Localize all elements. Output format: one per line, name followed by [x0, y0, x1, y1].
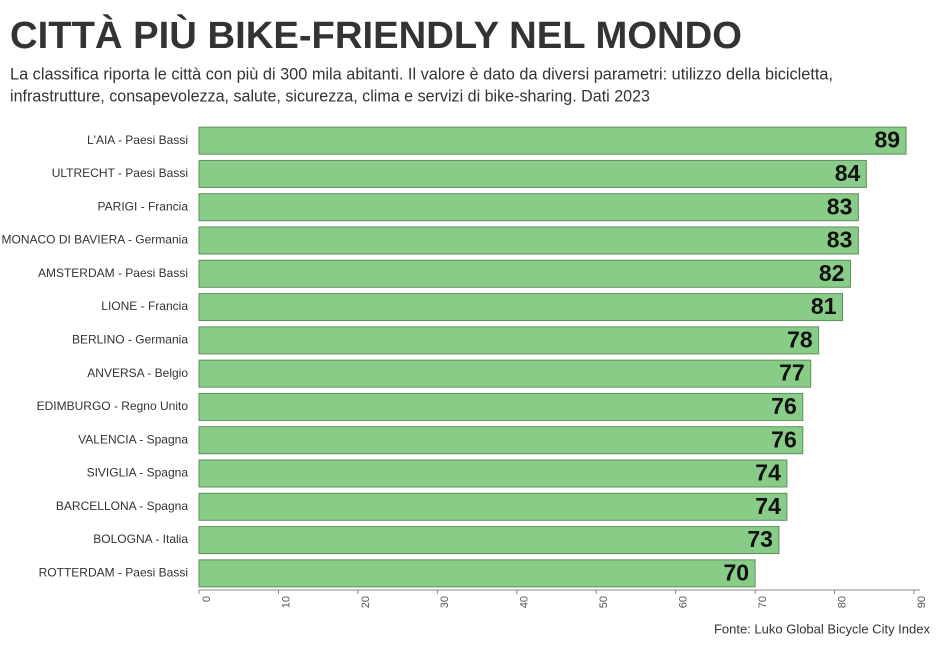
- chart-subtitle: infrastrutture, consapevolezza, salute, …: [10, 86, 650, 105]
- y-tick-label: LIONE - Francia: [101, 299, 188, 313]
- x-tick-label: 90: [916, 596, 928, 608]
- bar: [198, 226, 859, 255]
- value-label: 70: [724, 559, 750, 585]
- bar: [198, 259, 851, 288]
- source: Fonte: Luko Global Bicycle City Index: [714, 621, 931, 636]
- value-label: 77: [779, 360, 805, 386]
- x-tick-label: 70: [757, 596, 769, 608]
- bar: [198, 492, 788, 521]
- value-label: 73: [747, 526, 773, 552]
- y-tick-label: L'AIA - Paesi Bassi: [87, 133, 188, 147]
- y-tick-label: SIVIGLIA - Spagna: [87, 466, 189, 480]
- value-label: 74: [755, 460, 781, 486]
- y-tick-label: ROTTERDAM - Paesi Bassi: [39, 566, 188, 580]
- bar: [198, 426, 804, 455]
- value-label: 78: [787, 326, 813, 352]
- x-tick-label: 60: [678, 596, 690, 608]
- value-label: 83: [827, 193, 853, 219]
- x-tick-label: 30: [439, 596, 451, 608]
- value-label: 74: [755, 493, 781, 519]
- x-tick-label: 10: [280, 596, 292, 608]
- bar: [198, 559, 756, 588]
- bar: [198, 159, 867, 188]
- y-tick-label: EDIMBURGO - Regno Unito: [37, 399, 189, 413]
- value-label: 76: [771, 426, 797, 452]
- y-tick-label: ULTRECHT - Paesi Bassi: [52, 166, 188, 180]
- value-label: 82: [819, 260, 845, 286]
- value-label: 89: [874, 127, 900, 153]
- value-label: 81: [811, 293, 837, 319]
- y-tick-label: ANVERSA - Belgio: [87, 366, 188, 380]
- x-tick-label: 20: [360, 596, 372, 608]
- value-label: 84: [835, 160, 861, 186]
- chart-subtitle: La classifica riporta le città con più d…: [10, 64, 833, 83]
- y-tick-label: VALENCIA - Spagna: [78, 432, 188, 446]
- bar: [198, 326, 820, 355]
- bar: [198, 126, 907, 155]
- y-tick-label: BERLINO - Germania: [72, 333, 188, 347]
- x-tick-label: 50: [598, 596, 610, 608]
- value-label: 83: [827, 227, 853, 253]
- x-tick-label: 0: [201, 596, 213, 602]
- bar: [198, 193, 859, 222]
- y-tick-label: PARIGI - Francia: [98, 199, 189, 213]
- x-tick-label: 80: [836, 596, 848, 608]
- bar: [198, 359, 812, 388]
- bar: [198, 392, 804, 421]
- bar: [198, 293, 843, 322]
- y-tick-label: MONACO DI BAVIERA - Germania: [2, 233, 189, 247]
- y-tick-label: BARCELLONA - Spagna: [56, 499, 188, 513]
- bar: [198, 459, 788, 488]
- bar: [198, 526, 780, 555]
- x-tick-label: 40: [519, 596, 531, 608]
- y-tick-label: AMSTERDAM - Paesi Bassi: [38, 266, 188, 280]
- y-tick-label: BOLOGNA - Italia: [93, 532, 188, 546]
- value-label: 76: [771, 393, 797, 419]
- chart-title: CITTÀ PIÙ BIKE-FRIENDLY NEL MONDO: [10, 13, 742, 57]
